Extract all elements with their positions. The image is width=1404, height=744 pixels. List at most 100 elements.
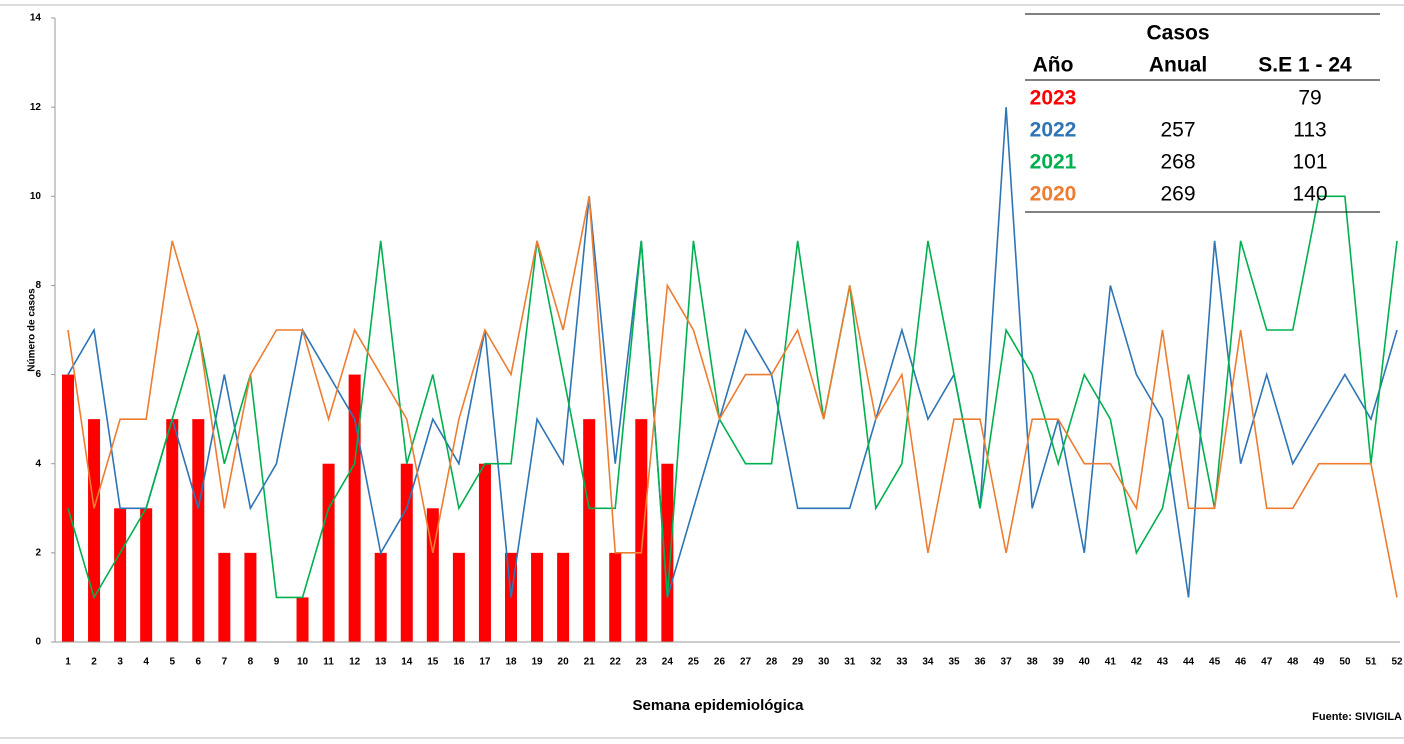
x-tick-label: 45	[1209, 657, 1221, 668]
table-se: 113	[1293, 119, 1326, 142]
bar	[583, 419, 596, 642]
x-tick-label: 25	[688, 657, 700, 668]
table-se: 140	[1292, 183, 1327, 206]
table-year: 2023	[1030, 87, 1077, 110]
x-tick-label: 36	[974, 657, 986, 668]
x-tick-label: 3	[117, 657, 123, 668]
x-tick-label: 15	[427, 657, 439, 668]
x-tick-label: 9	[274, 657, 280, 668]
x-tick-label: 27	[740, 657, 752, 668]
bar	[400, 463, 413, 642]
x-tick-label: 49	[1313, 657, 1325, 668]
bar	[635, 419, 648, 642]
bar	[557, 552, 570, 642]
bar	[322, 463, 335, 642]
x-tick-label: 7	[222, 657, 228, 668]
x-tick-label: 20	[558, 657, 570, 668]
x-tick-label: 46	[1235, 657, 1247, 668]
x-tick-label: 21	[584, 657, 596, 668]
y-axis-label: Número de casos	[27, 288, 38, 372]
x-tick-label: 42	[1131, 657, 1143, 668]
x-tick-label: 41	[1105, 657, 1117, 668]
bar	[244, 552, 257, 642]
table-se: 79	[1298, 87, 1321, 110]
x-tick-label: 43	[1157, 657, 1169, 668]
table-year: 2022	[1030, 119, 1077, 142]
bar	[531, 552, 544, 642]
table-group-header: Casos	[1146, 22, 1209, 45]
bar	[192, 419, 205, 642]
y-tick-label: 8	[35, 280, 41, 291]
x-tick-label: 50	[1339, 657, 1351, 668]
table-annual: 268	[1160, 151, 1195, 174]
x-tick-label: 37	[1001, 657, 1013, 668]
bar	[478, 463, 491, 642]
bar	[374, 552, 387, 642]
bar	[296, 597, 309, 642]
y-tick-label: 2	[35, 547, 41, 558]
table-year: 2020	[1030, 183, 1077, 206]
bar	[218, 552, 231, 642]
x-tick-label: 44	[1183, 657, 1195, 668]
table-annual: 257	[1160, 119, 1195, 142]
x-tick-label: 16	[453, 657, 465, 668]
x-tick-label: 8	[248, 657, 254, 668]
x-tick-label: 14	[401, 657, 413, 668]
bar	[348, 374, 361, 642]
x-axis-label: Semana epidemiológica	[633, 697, 805, 714]
line	[67, 107, 1398, 598]
bar	[661, 463, 674, 642]
y-tick-label: 12	[30, 102, 42, 113]
bar	[88, 419, 101, 642]
y-tick-label: 4	[35, 458, 41, 469]
x-tick-label: 12	[349, 657, 361, 668]
x-tick-label: 1	[65, 657, 71, 668]
x-tick-label: 5	[169, 657, 175, 668]
y-tick-label: 6	[35, 369, 41, 380]
x-tick-label: 18	[505, 657, 517, 668]
line	[67, 196, 1398, 598]
x-tick-label: 40	[1079, 657, 1091, 668]
x-tick-label: 51	[1365, 657, 1377, 668]
x-tick-label: 10	[297, 657, 309, 668]
bar	[426, 508, 439, 642]
x-tick-label: 32	[870, 657, 882, 668]
x-tick-label: 26	[714, 657, 726, 668]
x-tick-label: 24	[662, 657, 674, 668]
bar	[609, 552, 622, 642]
table-annual: 269	[1160, 183, 1195, 206]
x-tick-label: 4	[143, 657, 149, 668]
bar	[166, 419, 179, 642]
x-tick-label: 23	[636, 657, 648, 668]
x-tick-label: 33	[896, 657, 908, 668]
x-tick-label: 34	[922, 657, 934, 668]
x-tick-label: 30	[818, 657, 830, 668]
table-header: S.E 1 - 24	[1258, 54, 1352, 77]
x-tick-label: 28	[766, 657, 778, 668]
x-tick-label: 38	[1027, 657, 1039, 668]
table-year: 2021	[1030, 151, 1077, 174]
x-tick-label: 48	[1287, 657, 1299, 668]
y-tick-label: 0	[35, 637, 41, 648]
x-tick-label: 47	[1261, 657, 1273, 668]
x-tick-label: 35	[948, 657, 960, 668]
line	[67, 195, 1398, 600]
source-note: Fuente: SIVIGILA	[1312, 711, 1402, 723]
x-tick-label: 17	[479, 657, 491, 668]
x-tick-label: 13	[375, 657, 387, 668]
table-se: 101	[1292, 151, 1327, 174]
x-tick-label: 29	[792, 657, 804, 668]
bar	[452, 552, 465, 642]
y-tick-label: 10	[30, 191, 42, 202]
bar	[114, 508, 127, 642]
x-tick-label: 6	[196, 657, 202, 668]
x-tick-label: 2	[91, 657, 97, 668]
y-tick-label: 14	[30, 13, 42, 24]
x-tick-label: 11	[323, 657, 334, 668]
table-header: Anual	[1149, 54, 1207, 77]
x-tick-label: 31	[844, 657, 856, 668]
x-tick-label: 52	[1391, 657, 1403, 668]
x-tick-label: 22	[610, 657, 622, 668]
table-header: Año	[1033, 54, 1074, 77]
bar	[140, 508, 153, 642]
